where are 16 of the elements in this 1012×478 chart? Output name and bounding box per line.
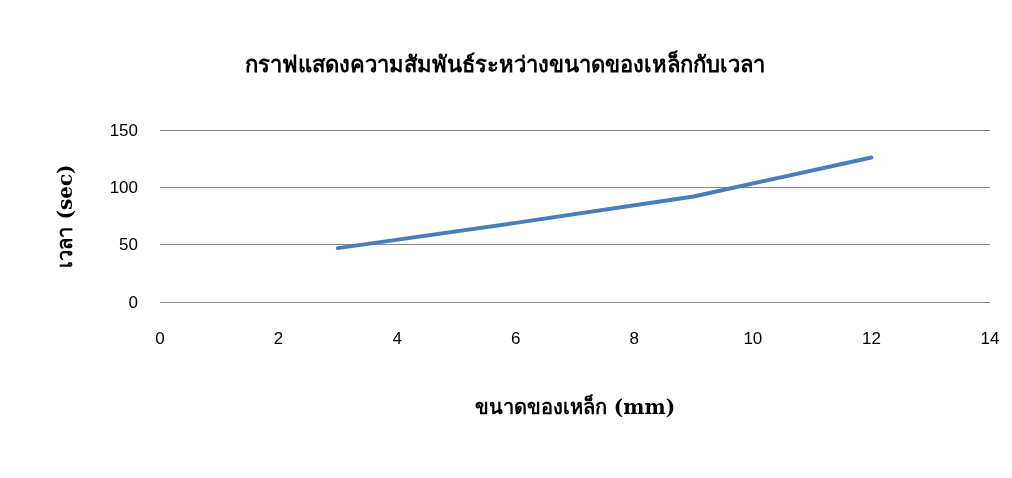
x-tick-label: 0	[155, 329, 165, 348]
y-tick-label: 50	[119, 235, 138, 255]
chart-title: กราฟแสดงความสัมพันธ์ระหว่างขนาดของเหล็กกับเวลา	[245, 50, 765, 77]
x-tick-label: 14	[980, 329, 1000, 348]
x-tick-label: 6	[510, 329, 521, 348]
x-tick-label: 12	[861, 329, 881, 348]
y-axis-title: เวลา (sec)	[53, 164, 77, 268]
y-tick-label: 0	[128, 292, 138, 312]
y-tick-label: 100	[109, 177, 138, 197]
x-tick-label: 10	[743, 329, 763, 348]
line-series	[335, 155, 874, 251]
x-tick-label: 8	[629, 329, 640, 348]
x-tick-label: 4	[392, 329, 402, 348]
x-tick-label: 2	[273, 329, 284, 348]
x-axis-title: ขนาดของเหล็ก (mm)	[474, 394, 676, 419]
y-tick-label: 150	[109, 120, 138, 140]
